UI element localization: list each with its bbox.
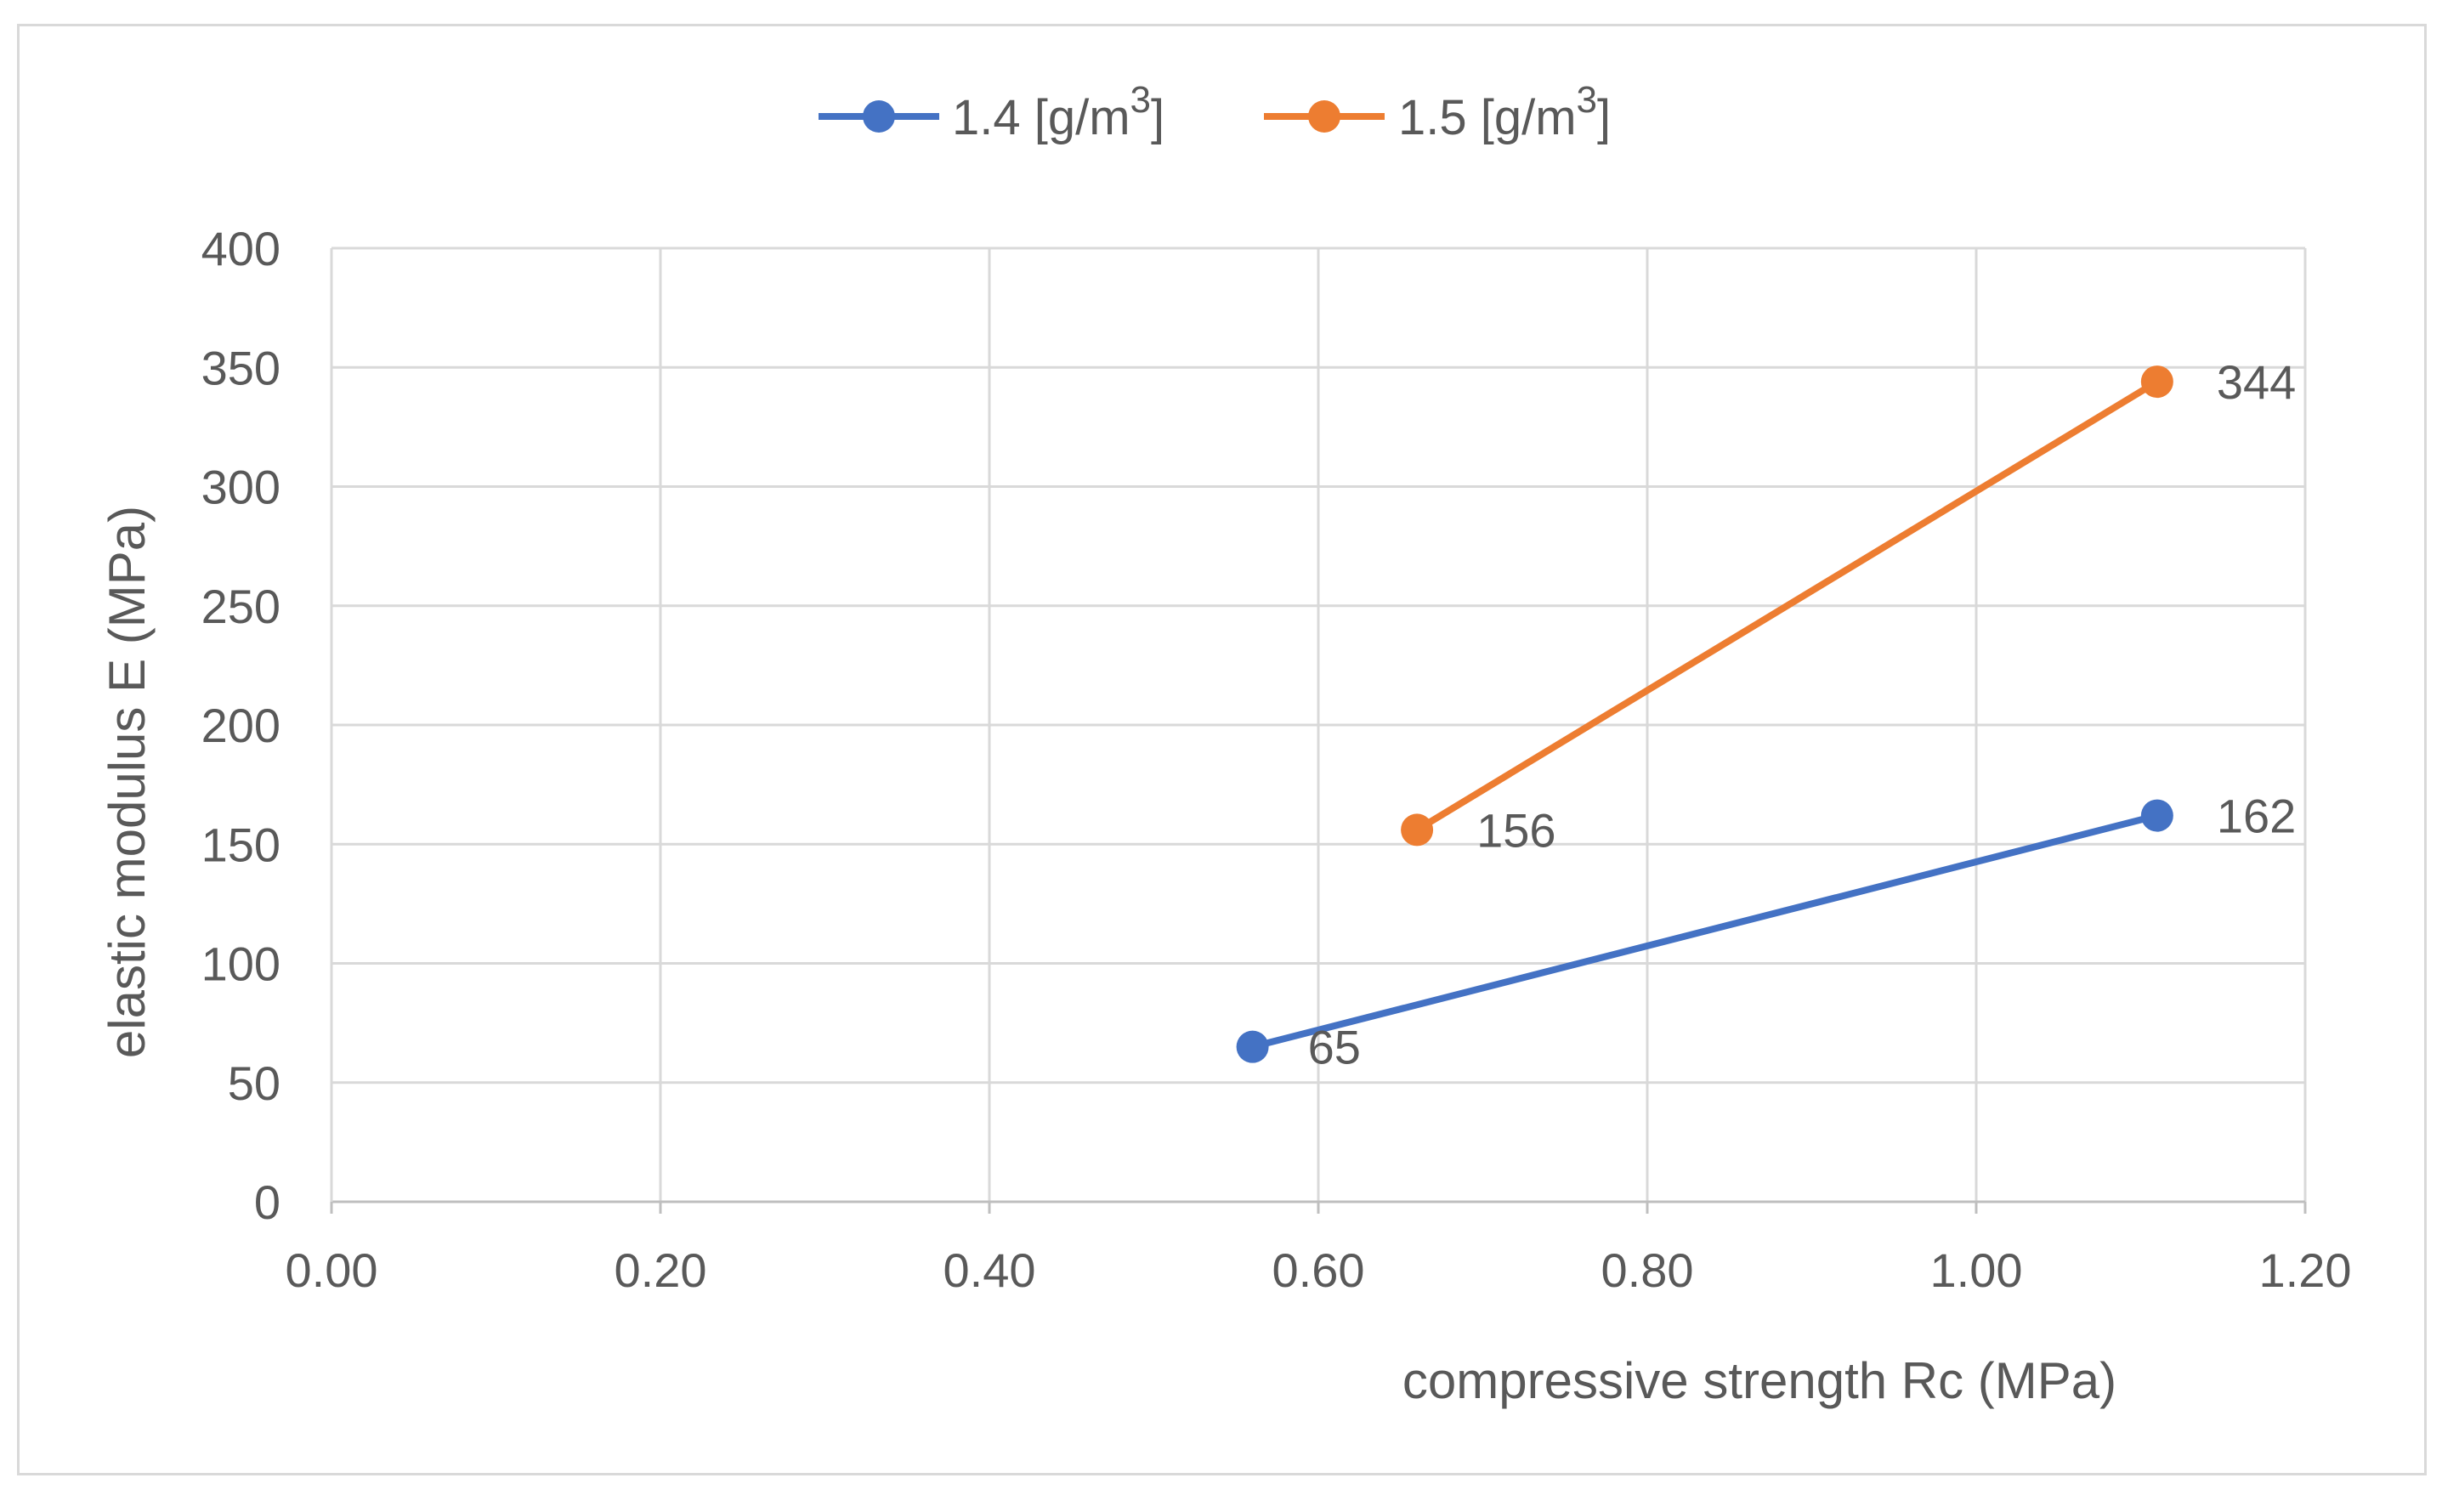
y-tick-label: 50 (228, 1056, 280, 1110)
labels-layer: 65 162 156 344 (1308, 355, 2297, 1074)
x-tick-label: 0.40 (943, 1243, 1036, 1297)
y-tick-label: 100 (201, 937, 280, 991)
x-tick-label: 0.00 (286, 1243, 378, 1297)
data-point (1236, 1030, 1269, 1063)
y-axis-title: elastic modulus E (MPa) (99, 506, 156, 1058)
y-tick-label: 150 (201, 818, 280, 871)
y-tick-label: 400 (201, 222, 280, 275)
data-label: 344 (2217, 355, 2296, 409)
gridlines (331, 246, 2307, 1202)
axes: 0 50 100 150 200 250 300 350 400 0.00 0.20 0.40 0.60… (201, 222, 2352, 1297)
data-label: 156 (1476, 803, 1555, 857)
legend-label-1-4: 1.4 [g/m3] (952, 79, 1164, 145)
chart-frame (17, 24, 2427, 1475)
x-tick-label: 0.80 (1601, 1243, 1694, 1297)
data-label: 65 (1308, 1021, 1361, 1074)
series-line (1415, 378, 2159, 833)
legend-marker-1-4 (863, 100, 895, 133)
series-line (1251, 812, 2158, 1050)
x-axis-title: compressive strength Rc (MPa) (1402, 1352, 2116, 1409)
y-tick-label: 250 (201, 580, 280, 633)
legend-marker-1-5 (1308, 100, 1340, 133)
legend: 1.4 [g/m3] 1.5 [g/m3] (819, 79, 1611, 145)
y-tick-label: 350 (201, 341, 280, 394)
series-layer (1236, 365, 2173, 1063)
y-tick-label: 200 (201, 699, 280, 752)
data-label: 162 (2217, 790, 2296, 843)
legend-item-1-5: 1.5 [g/m3] (1264, 79, 1611, 145)
data-point (1401, 813, 1434, 847)
y-tick-label: 300 (201, 461, 280, 514)
legend-label-1-5: 1.5 [g/m3] (1398, 79, 1611, 145)
data-point (2140, 799, 2173, 832)
x-tick-label: 1.20 (2259, 1243, 2352, 1297)
x-tick-label: 0.60 (1272, 1243, 1365, 1297)
y-tick-label: 0 (254, 1175, 280, 1229)
legend-item-1-4: 1.4 [g/m3] (819, 79, 1164, 145)
x-tick-label: 0.20 (615, 1243, 707, 1297)
data-point (2140, 365, 2173, 399)
x-tick-label: 1.00 (1930, 1243, 2023, 1297)
